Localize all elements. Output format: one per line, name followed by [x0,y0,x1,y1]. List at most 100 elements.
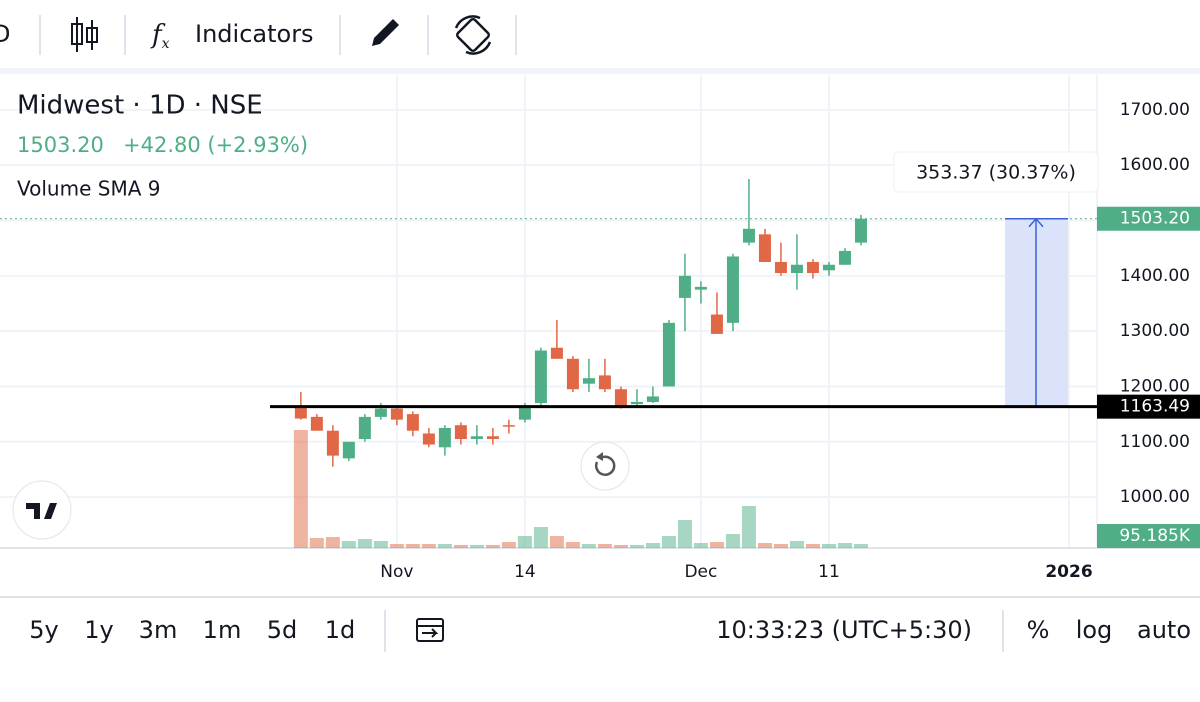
range-button[interactable]: 5d [267,616,298,644]
volume-bar [469,545,484,548]
candle-body [422,433,435,445]
bottom-bar: 10:33:23 (UTC+5:30) % log auto 5y 1y 3m 1m 5… [29,610,1191,652]
volume-bar [565,542,580,548]
y-tick-label: 1100.00 [1120,432,1190,452]
bottom-divider [0,596,1200,598]
volume-bar [325,537,340,548]
x-tick-label: 2026 [1045,562,1092,582]
volume-bar [725,534,740,548]
candle-body [598,375,611,390]
goto-date-icon[interactable] [416,618,444,642]
volume-bar [549,536,564,548]
pencil-icon[interactable] [372,19,399,46]
clock: 10:33:23 (UTC+5:30) [716,616,972,644]
volume-bar [741,506,756,548]
measure-arrowhead [1028,217,1044,228]
volume-bar [597,544,612,548]
candle-body [806,261,819,274]
indicators-button[interactable]: Indicators [195,20,314,48]
range-button[interactable]: 1m [203,616,242,644]
candle-body [758,234,771,262]
candle-body [550,347,563,359]
candle-body [710,314,723,334]
candle-icon[interactable] [71,17,98,52]
volume-bar [837,543,852,548]
volume-bar [437,544,452,548]
hline-tag-box [1097,394,1200,419]
volume-bar [341,541,356,548]
volume-title: Volume SMA 9 [17,177,160,201]
volume-bar [773,544,788,548]
log-button[interactable]: log [1076,616,1113,644]
volume-tag: 95.185K [1119,526,1190,546]
logo[interactable] [12,480,72,540]
x-tick-label: 14 [514,562,536,582]
volume-bar [501,542,516,548]
candle-body [438,427,451,448]
toolbar-divider [0,68,1200,74]
volume-bar [645,543,660,548]
candle-body [326,430,339,456]
volume-bar [517,536,532,548]
candle-body [726,256,739,323]
candle-body [694,286,707,290]
reset-button[interactable] [580,441,630,491]
cut-label: D [0,20,10,48]
rotate-icon[interactable] [454,15,492,55]
volume-bar [821,544,836,548]
auto-button[interactable]: auto [1137,616,1191,644]
y-tick-label: 1000.00 [1120,487,1190,507]
volume-bar [453,545,468,548]
candle-body [662,322,675,387]
candle-body [822,264,835,271]
y-tick-label: 1700.00 [1120,100,1190,120]
measure-label-box [893,151,1099,193]
range-button[interactable]: 3m [139,616,178,644]
candle-body [342,441,355,459]
volume-bar [373,541,388,548]
volume-bar [853,544,868,548]
volume-tag-box [1097,524,1200,548]
reset-icon [594,455,616,476]
reset-arrow [596,452,603,461]
candle-body [614,389,627,406]
candle-body [838,250,851,265]
candle-body [790,264,803,274]
volume-bar [421,544,436,548]
percent-button[interactable]: % [1027,616,1050,644]
volume-bar [677,520,692,548]
candle-body [470,436,483,440]
candle-body [454,425,467,440]
volume-bar [357,539,372,548]
volume-bar [309,538,324,548]
range-button[interactable]: 1y [84,616,113,644]
volume-bar [757,543,772,548]
candle-body [406,414,419,431]
symbol-title: Midwest · 1D · NSE [17,91,263,121]
measure-label: 353.37 (30.37%) [916,162,1076,184]
range-button[interactable]: 5y [29,616,58,644]
candle-body [486,436,499,440]
candle-body [854,218,867,243]
x-tick-label: Dec [684,562,717,582]
price-change: +42.80 (+2.93%) [123,133,308,157]
x-tick-label: Nov [380,562,413,582]
candle-body [566,358,579,390]
volume-bar [693,543,708,548]
range-button[interactable]: 1d [325,616,356,644]
candle-body [646,396,659,402]
toolbar: D fx Indicators [0,15,517,55]
candle-body [630,401,643,405]
candle-body [502,425,515,427]
candle-body [310,416,323,431]
candle-body [518,405,531,420]
volume-bar [485,545,500,548]
y-tick-label: 1300.00 [1120,321,1190,341]
candle-body [374,408,387,417]
candle-body [742,228,755,243]
hline-tag: 1163.49 [1120,397,1190,417]
volume-bar [629,545,644,548]
last-price-tag-box [1097,206,1200,231]
candle-body [390,408,403,420]
